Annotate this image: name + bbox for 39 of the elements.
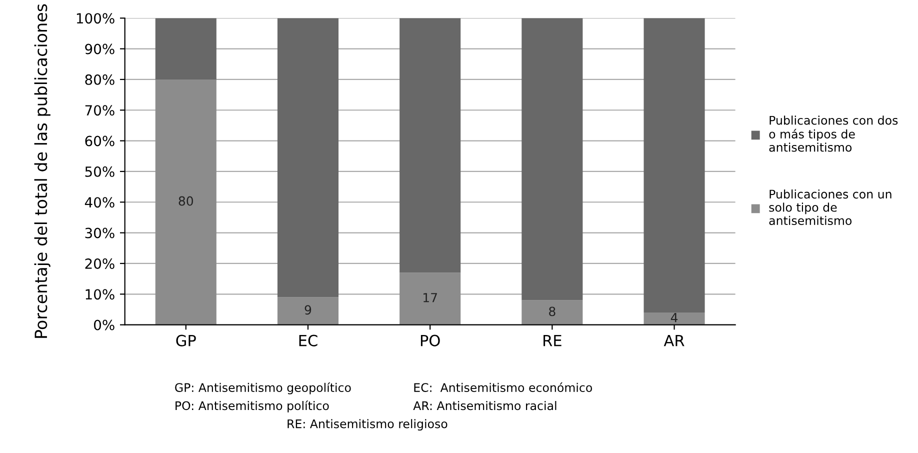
bar (644, 312, 705, 325)
bar (277, 18, 339, 298)
data-label: 80 (178, 196, 194, 206)
y-tick-label: 30% (85, 228, 114, 238)
y-tick-label: 0% (94, 320, 114, 330)
y-tick-label: 80% (85, 74, 114, 85)
text: AR: Antisemitismo racial (413, 400, 556, 410)
x-tick-label: GP (176, 334, 196, 346)
data-label: 4 (670, 313, 678, 322)
data-label: 17 (424, 293, 437, 302)
y-tick-label: 20% (85, 258, 114, 269)
x-tick-label: EC (299, 334, 318, 346)
text: PO: Antisemitismo político (176, 400, 329, 412)
y-tick-label: 10% (86, 289, 114, 300)
y-tick-label: 40% (84, 197, 114, 208)
bar (155, 18, 216, 80)
x-tick-label: AR (664, 334, 684, 346)
y-tick-label: 50% (85, 166, 114, 177)
bar (644, 18, 705, 313)
x-tick-label: RE (544, 334, 562, 346)
bar (155, 79, 216, 325)
y-tick-label: 90% (85, 44, 114, 54)
x-tick-label: PO (420, 334, 440, 346)
y-tick-label: 100% (76, 13, 114, 24)
text: RE: Antisemitismo religioso (288, 419, 448, 431)
text: GP: Antisemitismo geopolítico (175, 382, 351, 394)
y-tick-label: 70% (85, 105, 114, 116)
legend-label: Publicaciones con dos o más tipos de antisemitismo (769, 116, 898, 152)
legend-label: Publicaciones con un solo tipo de antisemitismo (769, 189, 892, 226)
bar (522, 300, 583, 325)
bar (277, 297, 339, 325)
bar (522, 18, 583, 300)
text: EC: Antisemitismo económico (414, 382, 592, 392)
bar (400, 272, 461, 325)
y-tick-label: 60% (85, 136, 114, 146)
data-label: 9 (304, 305, 312, 315)
y-axis-title: Porcentaje del total de las publicaciones (34, 4, 50, 338)
bar (400, 18, 461, 273)
data-label: 8 (549, 306, 556, 316)
